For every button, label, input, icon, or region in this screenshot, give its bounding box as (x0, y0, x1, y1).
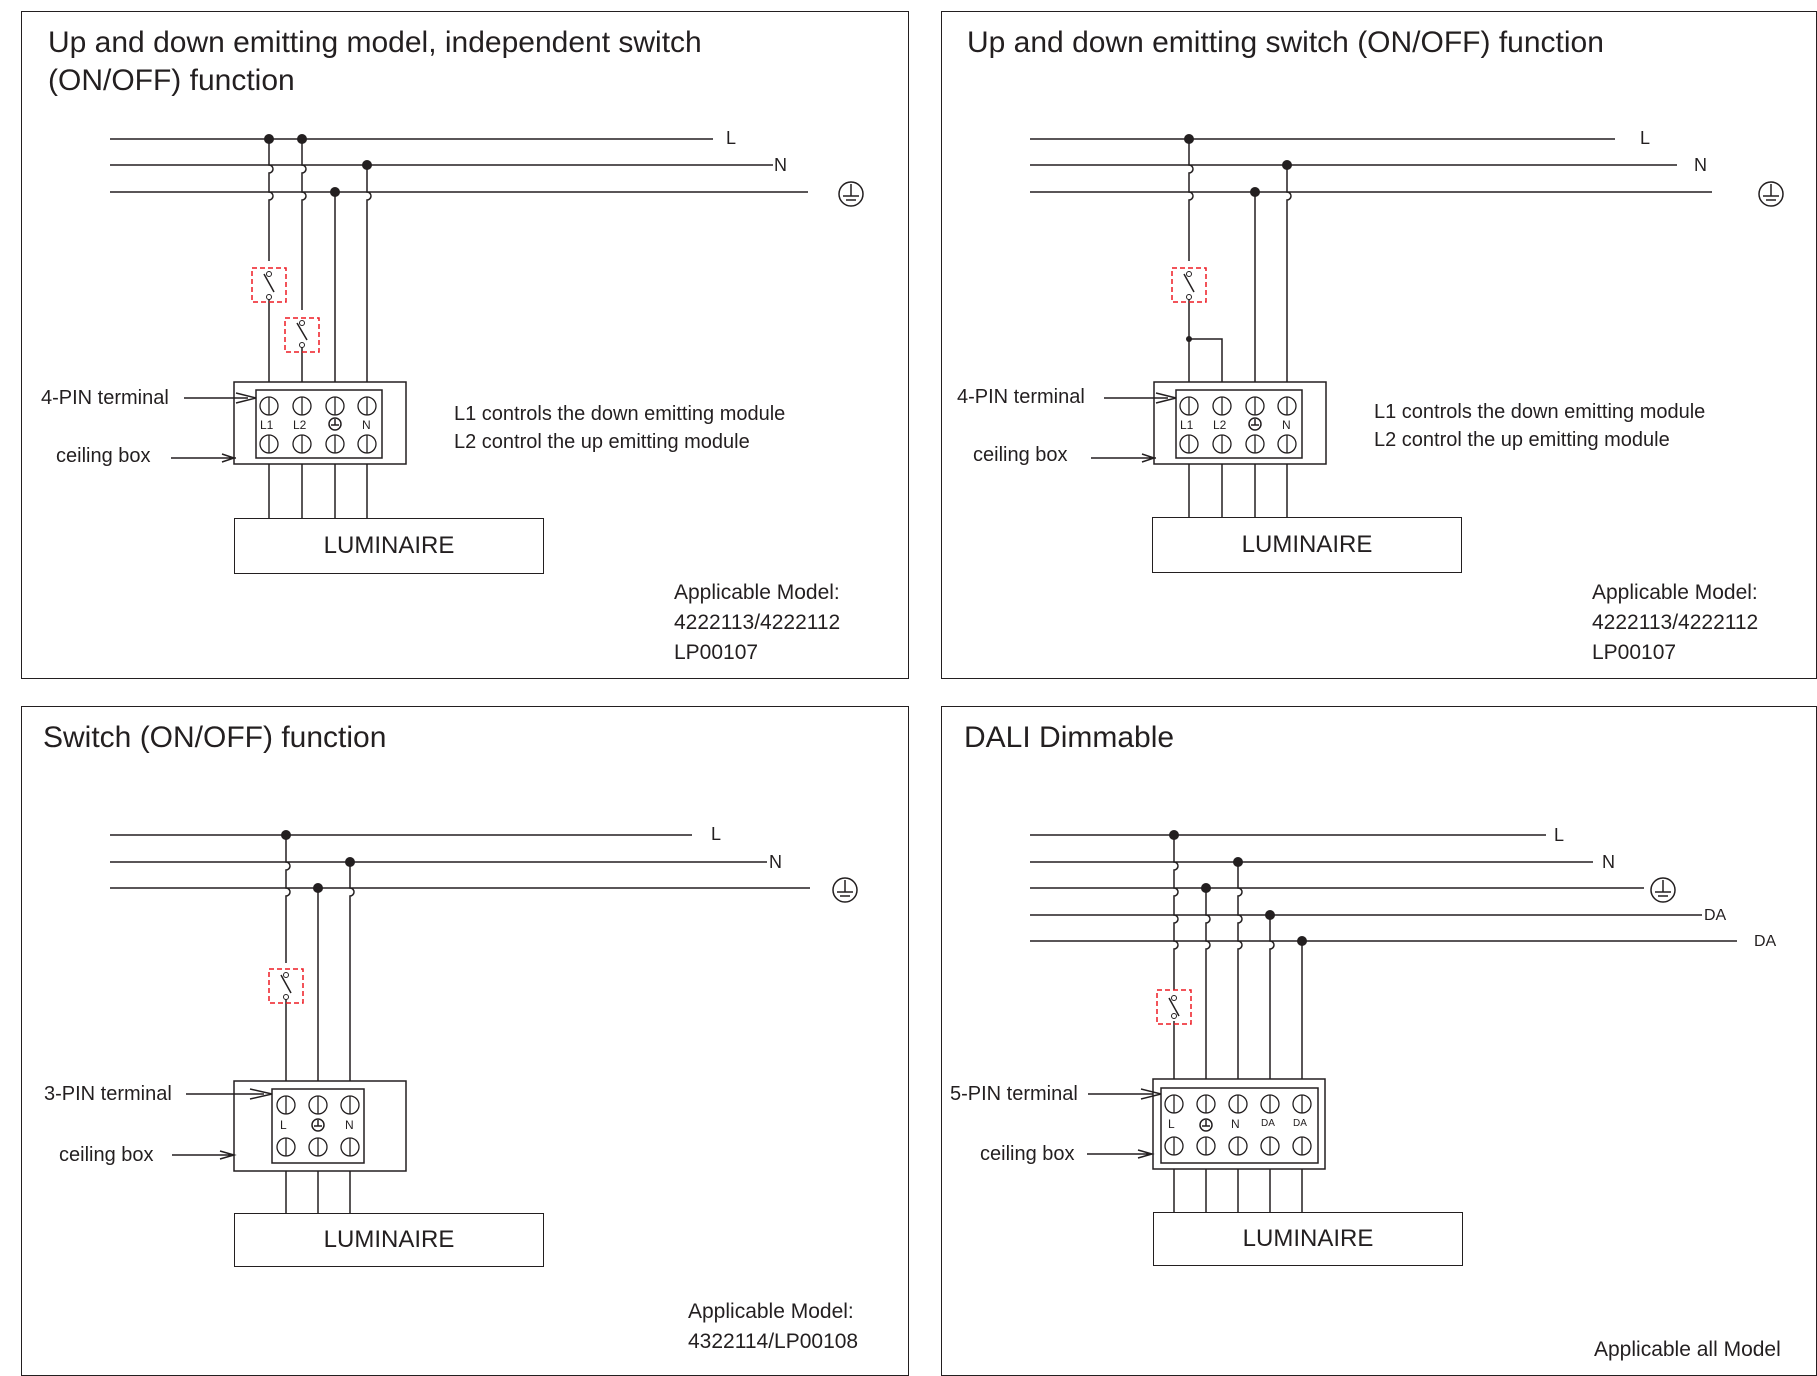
ground-symbol-icon (311, 877, 858, 1132)
luminaire-box: LUMINAIRE (1153, 1212, 1463, 1266)
panel-title: Up and down emitting model, independent … (48, 26, 702, 97)
terminal-label: 4-PIN terminal (957, 386, 1085, 408)
wire-label-n: N (1694, 155, 1707, 175)
wire-label-n: N (769, 852, 782, 872)
wire-label-n: N (774, 155, 787, 175)
switch-icon (1156, 989, 1192, 1025)
wire-label-l: L (711, 824, 722, 844)
pin-label-n: N (362, 418, 371, 432)
diagram-panel-switch: Switch (ON/OFF) function L N 3-PIN termi… (21, 706, 909, 1376)
wire-label-l: L (1640, 128, 1651, 148)
pin-label-l: L (1168, 1117, 1175, 1131)
luminaire-box: LUMINAIRE (234, 518, 544, 574)
luminaire-box: LUMINAIRE (1152, 517, 1462, 573)
wire-label-da-2: DA (1754, 933, 1777, 950)
wire-label-l: L (1554, 825, 1565, 845)
pin-label-n: N (345, 1118, 354, 1132)
ground-symbol-icon (1248, 181, 1784, 431)
wire-label-da-1: DA (1704, 907, 1727, 924)
wiring-diagram (1030, 134, 1784, 518)
terminal-label: 5-PIN terminal (950, 1083, 1078, 1105)
panel-title: DALI Dimmable (964, 721, 1175, 754)
switch-icon (1171, 267, 1207, 303)
ceiling-box-label: ceiling box (980, 1143, 1075, 1165)
notes: L1 controls the down emitting module L2 … (1374, 401, 1706, 451)
applicable-model: Applicable Model: 4222113/4222112 LP0010… (1592, 581, 1759, 664)
wire-label-n: N (1602, 852, 1615, 872)
pin-label-l2: L2 (293, 418, 307, 432)
pin-label-l1: L1 (260, 418, 274, 432)
ceiling-box-label: ceiling box (56, 445, 151, 467)
switch-icon (251, 267, 320, 353)
screw-icon (276, 1095, 360, 1157)
pin-label-n: N (1282, 418, 1291, 432)
pin-label-da-1: DA (1261, 1118, 1275, 1129)
diagram-panel-dali: DALI Dimmable L N DA DA 5-PIN terminal c… (941, 706, 1817, 1376)
wiring-diagram (110, 134, 864, 518)
terminal-label: 3-PIN terminal (44, 1083, 172, 1105)
screw-icon (1164, 1094, 1312, 1156)
pin-label-l: L (280, 1118, 287, 1132)
panel-title: Up and down emitting switch (ON/OFF) fun… (967, 26, 1604, 59)
pin-label-l2: L2 (1213, 418, 1227, 432)
ground-symbol-icon (1199, 877, 1676, 1132)
switch-icon (268, 968, 304, 1004)
pin-label-n: N (1231, 1117, 1240, 1131)
notes: L1 controls the down emitting module L2 … (454, 403, 786, 453)
pin-label-l1: L1 (1180, 418, 1194, 432)
screw-icon (1179, 396, 1297, 454)
wire-label-l: L (726, 128, 737, 148)
luminaire-box: LUMINAIRE (234, 1213, 544, 1267)
applicable-model: Applicable Model: 4222113/4222112 LP0010… (674, 581, 841, 664)
screw-icon (259, 396, 377, 454)
pin-label-da-2: DA (1293, 1118, 1307, 1129)
ceiling-box-label: ceiling box (973, 444, 1068, 466)
wiring-diagram (110, 830, 858, 1213)
diagram-panel-independent-switch: Up and down emitting model, independent … (21, 11, 909, 679)
panel-title: Switch (ON/OFF) function (43, 721, 387, 754)
terminal-label: 4-PIN terminal (41, 387, 169, 409)
ground-symbol-icon (328, 181, 864, 431)
applicable-model: Applicable Model: 4322114/LP00108 (688, 1300, 859, 1353)
ceiling-box-label: ceiling box (59, 1144, 154, 1166)
diagram-panel-up-down-switch: Up and down emitting switch (ON/OFF) fun… (941, 11, 1817, 679)
wiring-diagram (1030, 830, 1737, 1212)
applicable-model: Applicable all Model (1594, 1338, 1781, 1361)
